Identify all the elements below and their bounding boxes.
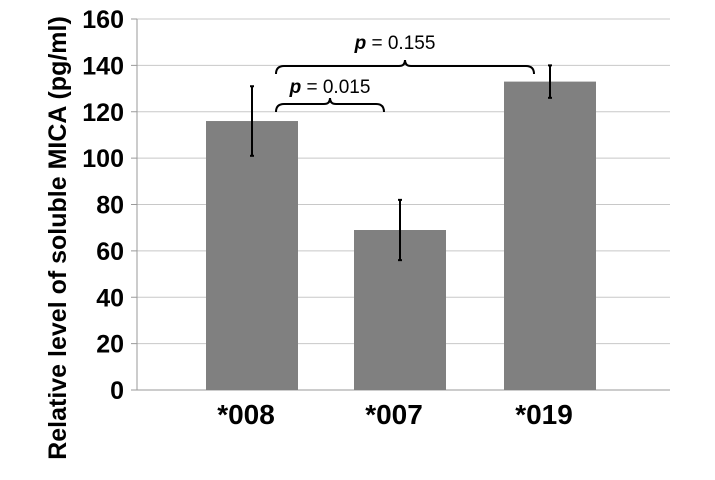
p-value-text: = 0.155 xyxy=(366,33,435,54)
y-tick-label: 100 xyxy=(82,145,124,173)
y-tick-label: 40 xyxy=(96,284,124,312)
p-value-label: p = 0.015 xyxy=(289,77,371,98)
category-label: *019 xyxy=(515,399,573,430)
y-tick-label: 60 xyxy=(96,238,124,266)
bar xyxy=(206,121,298,391)
y-tick-label: 80 xyxy=(96,192,124,220)
category-label: *008 xyxy=(217,399,275,430)
significance-bracket xyxy=(275,59,535,75)
y-tick-label: 140 xyxy=(82,52,124,80)
error-bars xyxy=(250,64,552,262)
y-tick-label: 0 xyxy=(110,377,124,405)
p-value-label: p = 0.155 xyxy=(354,33,436,54)
p-symbol: p xyxy=(289,77,302,98)
p-symbol: p xyxy=(354,33,367,54)
y-tick-label: 120 xyxy=(82,99,124,127)
y-tick-labels: 0 20 40 60 80 100 120 140 160 xyxy=(82,6,124,405)
y-tick-label: 160 xyxy=(82,6,124,34)
p-value-text: = 0.015 xyxy=(301,77,370,98)
y-tick-label: 20 xyxy=(96,331,124,359)
category-label: *007 xyxy=(365,399,423,430)
significance-bracket xyxy=(275,97,385,113)
bar xyxy=(504,81,596,390)
category-labels: *008 *007 *019 xyxy=(217,399,573,430)
y-axis-title: Relative level of soluble MICA (pg/ml) xyxy=(44,16,72,460)
